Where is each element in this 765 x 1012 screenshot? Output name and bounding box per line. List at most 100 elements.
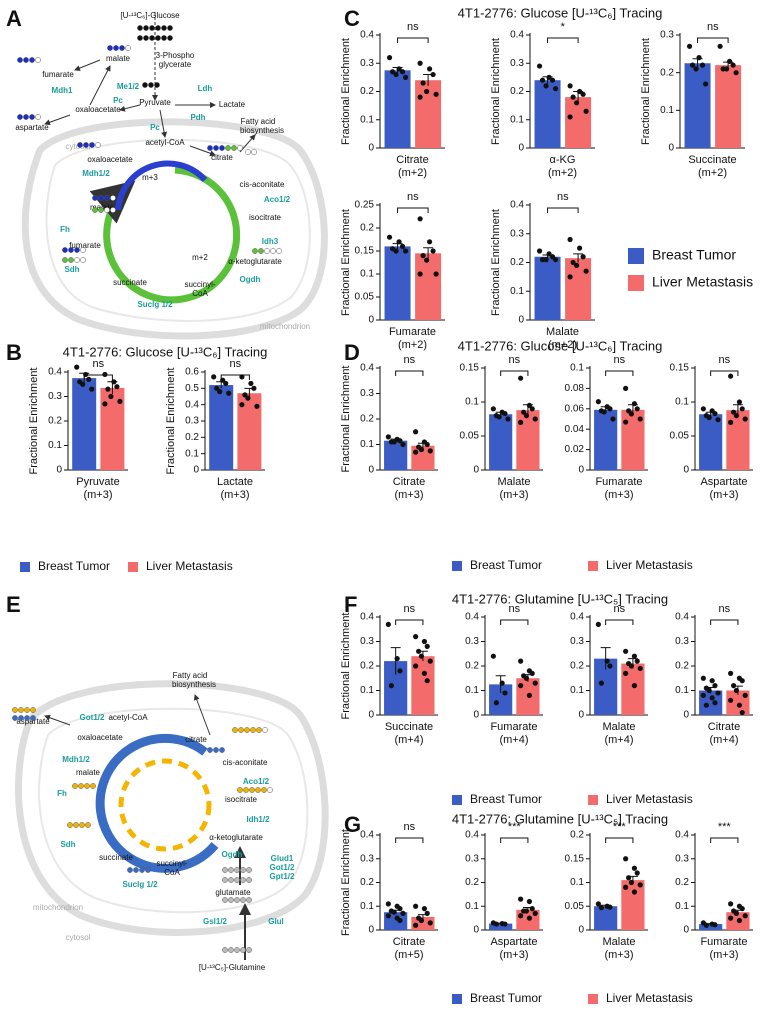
data-point (739, 709, 745, 716)
carbon-dot (155, 25, 161, 31)
y-tick-label: 0.1 (360, 114, 374, 125)
y-tick-label: 0.15 (565, 853, 585, 864)
diagram-label: Fatty acid (241, 117, 276, 126)
carbon-dot (238, 727, 244, 733)
carbon-dot (234, 947, 240, 953)
data-point (595, 399, 601, 405)
significance-label: ns (403, 821, 415, 833)
carbon-dot (17, 57, 23, 63)
x-axis-label: Citrate (708, 721, 740, 733)
data-point (728, 373, 734, 379)
y-axis-label: Fractional Enrichment (340, 209, 352, 316)
y-tick-label: 0.4 (360, 612, 374, 623)
data-point (420, 80, 426, 86)
carbon-dot (213, 145, 219, 151)
data-point (574, 262, 580, 268)
carbon-dot (149, 25, 155, 31)
data-point (223, 380, 229, 387)
significance-bracket (605, 619, 634, 625)
error-bar (573, 253, 584, 263)
diagram-label: Mdh1 (52, 86, 73, 95)
data-point (595, 621, 601, 627)
diagram-label: Pc (150, 123, 160, 132)
carbon-dot (250, 727, 256, 733)
significance-bracket (397, 37, 429, 43)
carbon-dot (219, 747, 225, 753)
diagram-label: oxaloacetate (75, 105, 121, 114)
y-tick-label: 0.2 (465, 661, 479, 672)
data-point (518, 913, 524, 919)
y-tick-label: 0.4 (510, 30, 524, 41)
y-tick-label: 0.1 (185, 448, 199, 459)
carbon-dot (270, 248, 276, 254)
carbon-dot (35, 57, 41, 63)
legend-swatch (452, 994, 462, 1004)
carbon-dot (29, 114, 35, 120)
legend-swatch (452, 795, 462, 805)
diagram-label: cis-aconitate (240, 180, 285, 189)
diagram-label: acetyl-CoA (108, 713, 148, 722)
data-point (211, 374, 217, 380)
carbon-dot (125, 45, 131, 51)
data-point (413, 922, 419, 928)
data-point (254, 403, 260, 409)
data-point (413, 634, 419, 640)
significance-label: ns (407, 21, 419, 33)
data-point (580, 254, 586, 260)
carbon-dot (261, 787, 267, 793)
diagram-label: isocitrate (249, 213, 282, 222)
diagram-label: Ldh (198, 84, 213, 93)
diagram-label: CoA (192, 289, 208, 298)
diagram-label: Gsl1/2 (203, 917, 228, 926)
carbon-dot (18, 707, 24, 713)
significance-bracket (710, 619, 739, 625)
data-point (742, 692, 748, 699)
data-point (628, 411, 635, 417)
diagram-label: isocitrate (225, 795, 258, 804)
y-tick-label: 0.4 (360, 30, 374, 41)
diagram-label: Got1/2 (80, 713, 105, 722)
y-tick-label: 0.1 (570, 363, 584, 374)
x-axis-label: (m+4) (394, 734, 423, 746)
y-tick-label: 0.04 (565, 424, 585, 435)
data-point (239, 402, 245, 408)
data-point (529, 906, 535, 912)
x-axis-label: (m+2) (698, 167, 727, 179)
legend-swatch (452, 561, 462, 571)
diagram-label: Glud1 (271, 854, 294, 863)
diagram-label: α-ketoglutarate (209, 833, 263, 842)
legend-swatch (588, 994, 598, 1004)
carbon-dot (231, 145, 237, 151)
y-tick-label: 0.3 (465, 853, 479, 864)
carbon-dot (92, 195, 98, 201)
carbon-dot (145, 867, 151, 873)
carbon-dot (240, 947, 246, 953)
y-tick-label: 0.3 (675, 853, 689, 864)
carbon-dot (155, 35, 161, 41)
diagram-label: oxaloacetate (77, 733, 123, 742)
panel-title: 4T1-2776: Glutamine [U-¹³C₅] Tracing (452, 591, 668, 606)
significance-bracket (397, 207, 429, 213)
carbon-dot (67, 822, 73, 828)
significance-bracket (710, 370, 739, 376)
carbon-dot (68, 257, 74, 263)
carbon-dot (23, 57, 29, 63)
data-point (386, 234, 393, 240)
carbon-dot (237, 787, 243, 793)
data-point (739, 406, 745, 412)
panel-title: 4T1-2776: Glucose [U-¹³C₆] Tracing (458, 5, 663, 20)
y-tick-label: 0.4 (360, 830, 374, 841)
data-point (388, 683, 394, 689)
legend-swatch (20, 562, 30, 572)
data-point (742, 913, 748, 919)
y-axis-label: Fractional Enrichment (490, 209, 502, 316)
data-point (610, 416, 616, 422)
x-axis-label: (m+3) (604, 489, 633, 501)
data-point (567, 83, 573, 89)
carbon-dot (143, 25, 149, 31)
carbon-dot (104, 195, 110, 201)
significance-label: ns (707, 21, 719, 33)
legend-label: Liver Metastasis (652, 274, 753, 290)
carbon-dot (213, 747, 219, 753)
carbon-dot (228, 867, 234, 873)
